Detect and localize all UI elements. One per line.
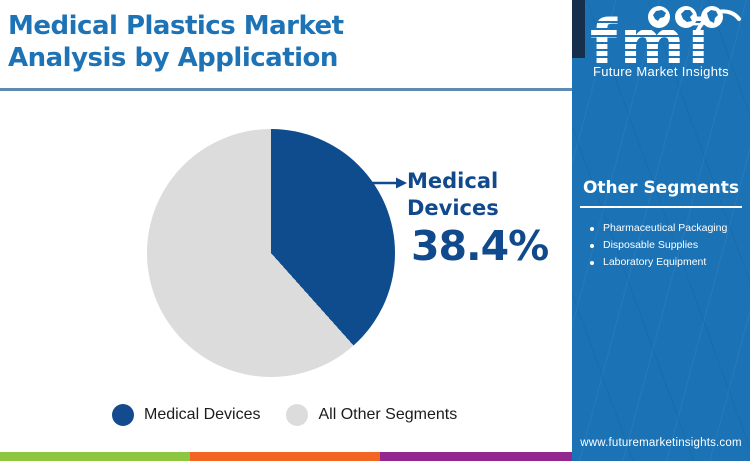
bottom-accent-stripes [0, 452, 572, 461]
website-text: www.futuremarketinsights.com [580, 437, 742, 449]
chart-area: Medical Plastics Market Analysis by Appl… [0, 10, 572, 461]
callout-value: 38.4% [411, 222, 549, 270]
legend-dot-medical-devices [112, 404, 134, 426]
title-divider [0, 88, 572, 91]
stripe-green [0, 452, 190, 461]
list-item: Disposable Supplies [588, 237, 746, 254]
list-item: Laboratory Equipment [588, 254, 746, 271]
fmi-logo: fmi [590, 6, 741, 78]
list-item: Pharmaceutical Packaging [588, 220, 746, 237]
sidebar: fmi Future Market Insights Other Segment… [572, 0, 750, 461]
other-segments-list: Pharmaceutical Packaging Disposable Supp… [588, 220, 746, 271]
brand-name: Future Market Insights [593, 64, 729, 79]
legend-label: Medical Devices [144, 406, 261, 423]
legend-dot-all-other-segments [286, 404, 309, 426]
stripe-orange [190, 452, 380, 461]
page-title: Medical Plastics Market Analysis by Appl… [8, 10, 438, 74]
pie-chart [147, 129, 395, 377]
stripe-purple [380, 452, 572, 461]
callout-label: Medical Devices [407, 169, 499, 220]
legend-label: All Other Segments [318, 406, 458, 423]
legend-item-medical-devices: Medical Devices [112, 404, 260, 426]
globe-icon-americas-2 [701, 6, 723, 28]
page-title-line1: Medical Plastics Market [8, 11, 344, 41]
callout-arrow-icon [367, 177, 407, 189]
legend-item-all-other-segments: All Other Segments [286, 404, 457, 426]
heading-underline [580, 206, 742, 208]
page-title-line2: Analysis by Application [8, 43, 338, 73]
other-segments-heading: Other Segments [582, 178, 740, 198]
legend: Medical Devices All Other Segments [112, 404, 457, 426]
corner-accent [572, 0, 585, 58]
globe-icon-americas-1 [648, 6, 670, 28]
globe-icon-europe [675, 6, 697, 28]
